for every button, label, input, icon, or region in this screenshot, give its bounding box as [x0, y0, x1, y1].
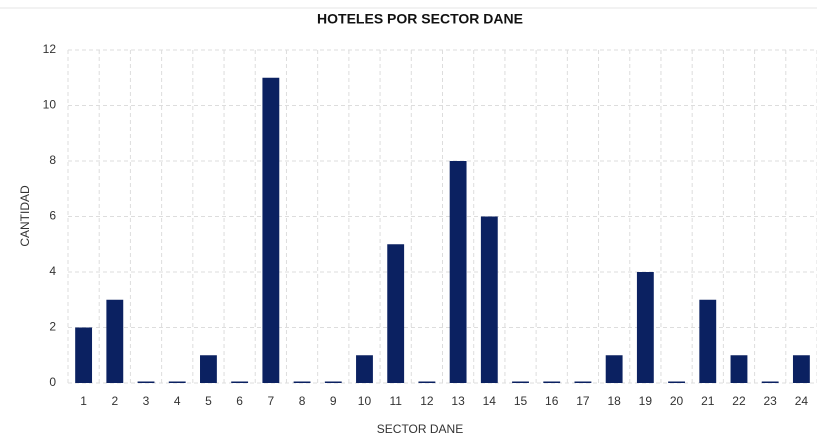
bar — [449, 161, 467, 383]
bar — [543, 381, 561, 383]
y-tick-label: 0 — [49, 375, 56, 389]
x-tick-label: 1 — [80, 394, 87, 408]
x-tick-label: 19 — [639, 394, 653, 408]
bar — [636, 272, 654, 383]
bar — [418, 381, 436, 383]
bar — [106, 299, 124, 383]
x-tick-label: 21 — [701, 394, 715, 408]
x-axis-label: SECTOR DANE — [377, 422, 463, 436]
bar — [387, 244, 405, 383]
x-tick-label: 4 — [174, 394, 181, 408]
y-tick-label: 12 — [43, 42, 57, 56]
x-tick-label: 22 — [732, 394, 746, 408]
chart-title: HOTELES POR SECTOR DANE — [317, 11, 523, 27]
x-tick-label: 12 — [420, 394, 434, 408]
x-tick-label: 8 — [299, 394, 306, 408]
x-tick-label: 18 — [607, 394, 621, 408]
x-tick-label: 14 — [483, 394, 497, 408]
x-tick-label: 5 — [205, 394, 212, 408]
x-tick-label: 2 — [111, 394, 118, 408]
y-tick-label: 4 — [49, 264, 56, 278]
bar — [75, 327, 93, 383]
x-tick-label: 20 — [670, 394, 684, 408]
x-tick-label: 24 — [795, 394, 809, 408]
y-tick-label: 6 — [49, 209, 56, 223]
x-tick-label: 11 — [389, 394, 402, 408]
bar — [512, 381, 529, 383]
y-tick-label: 10 — [43, 98, 57, 112]
bar — [262, 77, 280, 383]
bar — [137, 381, 155, 383]
x-tick-label: 15 — [514, 394, 528, 408]
x-tick-label: 9 — [330, 394, 337, 408]
bar — [605, 355, 623, 383]
bar — [699, 299, 717, 383]
bar — [231, 381, 249, 383]
bar — [200, 355, 217, 383]
x-tick-label: 13 — [451, 394, 465, 408]
x-tick-label: 10 — [358, 394, 372, 408]
bar — [356, 355, 373, 383]
y-tick-label: 2 — [49, 320, 56, 334]
y-axis-label: CANTIDAD — [18, 185, 32, 247]
bar — [761, 381, 779, 383]
bar — [168, 381, 186, 383]
x-tick-label: 7 — [268, 394, 275, 408]
x-tick-label: 16 — [545, 394, 559, 408]
y-tick-label: 8 — [49, 153, 56, 167]
bar — [293, 381, 311, 383]
x-tick-label: 3 — [143, 394, 150, 408]
bar — [792, 355, 810, 383]
x-tick-label: 17 — [576, 394, 590, 408]
x-tick-label: 23 — [764, 394, 778, 408]
bar — [668, 381, 685, 383]
bar — [480, 216, 498, 383]
bar — [730, 355, 748, 383]
x-tick-label: 6 — [236, 394, 243, 408]
bar — [574, 381, 592, 383]
bar — [324, 381, 342, 383]
